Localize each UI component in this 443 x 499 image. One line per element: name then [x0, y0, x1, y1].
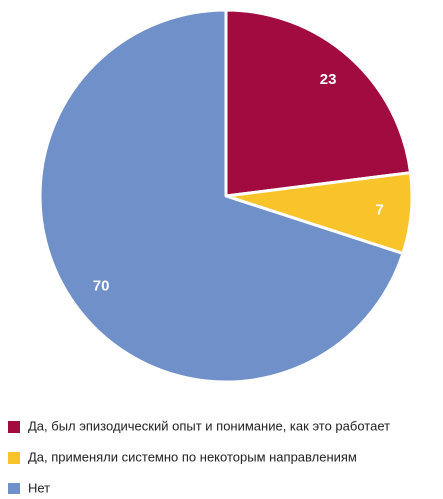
value-label: 23	[320, 71, 337, 88]
legend-swatch	[8, 452, 20, 464]
pie-slice	[38, 8, 405, 384]
pie-slice	[224, 8, 413, 198]
legend-label: Да, был эпизодический опыт и понимание, …	[28, 418, 390, 433]
value-label: 70	[93, 278, 110, 295]
legend-label: Нет	[28, 480, 50, 494]
legend-label: Да, применяли системно по некоторым напр…	[28, 449, 357, 464]
legend-swatch	[8, 421, 20, 433]
value-label: 7	[376, 201, 384, 218]
legend-swatch	[8, 483, 20, 495]
